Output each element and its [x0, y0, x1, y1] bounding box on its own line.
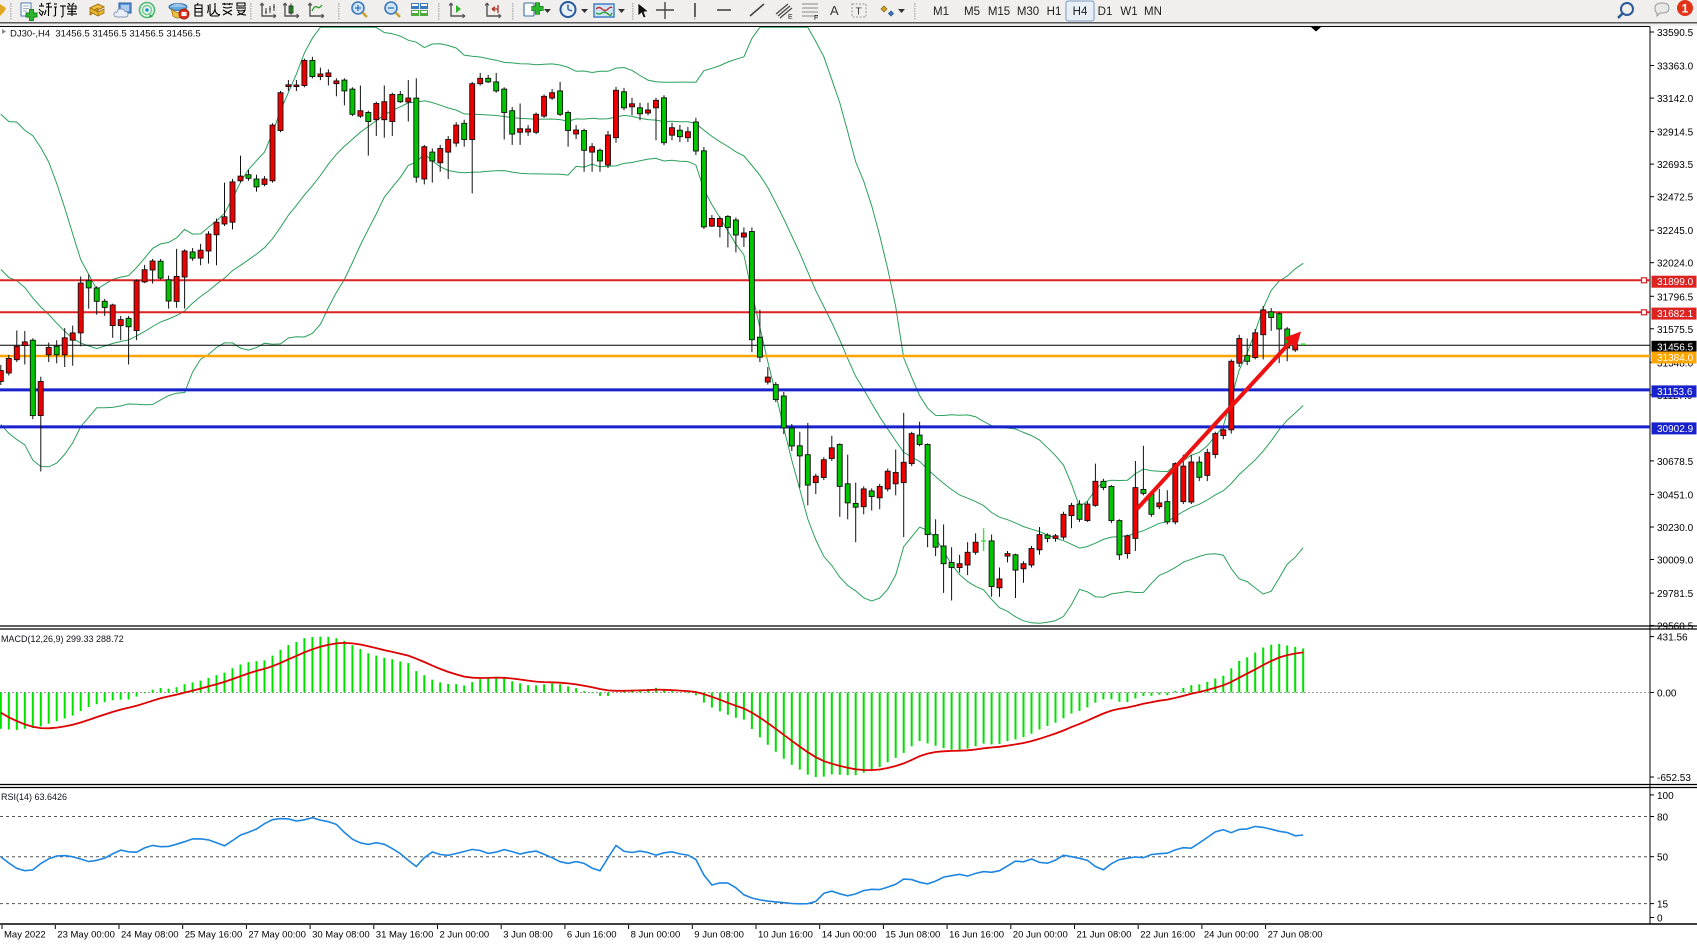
svg-text:MN: MN — [1144, 6, 1162, 18]
svg-text:24 Jun 00:00: 24 Jun 00:00 — [1204, 930, 1259, 941]
svg-text:T: T — [856, 7, 862, 18]
svg-text:33142.0: 33142.0 — [1657, 94, 1694, 105]
svg-text:30678.5: 30678.5 — [1657, 457, 1694, 468]
svg-text:A: A — [830, 3, 839, 18]
svg-text:31899.0: 31899.0 — [1657, 277, 1694, 288]
svg-text:31384.0: 31384.0 — [1657, 353, 1694, 364]
svg-text:431.56: 431.56 — [1657, 633, 1688, 644]
svg-text:9 Jun 08:00: 9 Jun 08:00 — [694, 930, 744, 941]
svg-text:M15: M15 — [988, 6, 1010, 18]
svg-text:DJ30-,H4 31456.5 31456.5 3145: DJ30-,H4 31456.5 31456.5 31456.5 31456.5 — [10, 29, 201, 40]
svg-text:32472.5: 32472.5 — [1657, 193, 1694, 204]
svg-text:31575.5: 31575.5 — [1657, 325, 1694, 336]
svg-text:16 Jun 16:00: 16 Jun 16:00 — [949, 930, 1004, 941]
svg-text:2 Jun 00:00: 2 Jun 00:00 — [440, 930, 490, 941]
svg-text:1: 1 — [1682, 2, 1689, 16]
svg-text:E: E — [788, 14, 793, 21]
svg-text:0.00: 0.00 — [1657, 689, 1677, 700]
svg-text:14 Jun 00:00: 14 Jun 00:00 — [822, 930, 877, 941]
svg-text:29560.5: 29560.5 — [1657, 622, 1694, 633]
svg-text:30230.0: 30230.0 — [1657, 523, 1694, 534]
svg-text:33363.0: 33363.0 — [1657, 62, 1694, 73]
svg-text:33590.5: 33590.5 — [1657, 28, 1694, 39]
svg-text:31348.0: 31348.0 — [1657, 358, 1694, 369]
svg-text:22 Jun 16:00: 22 Jun 16:00 — [1140, 930, 1195, 941]
svg-text:15: 15 — [1657, 900, 1669, 911]
svg-text:23 May 00:00: 23 May 00:00 — [57, 930, 115, 941]
svg-text:30902.9: 30902.9 — [1657, 424, 1694, 435]
svg-text:W1: W1 — [1120, 6, 1137, 18]
svg-text:20 Jun 00:00: 20 Jun 00:00 — [1013, 930, 1068, 941]
svg-text:MACD(12,26,9) 299.33 288.72: MACD(12,26,9) 299.33 288.72 — [1, 634, 124, 644]
svg-text:-652.53: -652.53 — [1657, 773, 1691, 784]
svg-text:10 Jun 16:00: 10 Jun 16:00 — [758, 930, 813, 941]
svg-text:30451.0: 30451.0 — [1657, 490, 1694, 501]
svg-text:31682.1: 31682.1 — [1657, 309, 1694, 320]
svg-text:H4: H4 — [1073, 6, 1088, 18]
svg-text:31796.5: 31796.5 — [1657, 292, 1694, 303]
svg-text:15 Jun 08:00: 15 Jun 08:00 — [885, 930, 940, 941]
svg-text:21 Jun 08:00: 21 Jun 08:00 — [1077, 930, 1132, 941]
svg-text:3 Jun 08:00: 3 Jun 08:00 — [503, 930, 553, 941]
svg-text:F: F — [814, 15, 818, 22]
svg-text:30009.0: 30009.0 — [1657, 556, 1694, 567]
svg-text:RSI(14) 63.6426: RSI(14) 63.6426 — [1, 792, 67, 802]
svg-text:0: 0 — [1657, 914, 1663, 925]
svg-text:31153.6: 31153.6 — [1657, 387, 1693, 398]
svg-text:100: 100 — [1657, 791, 1674, 802]
svg-text:25 May 16:00: 25 May 16:00 — [185, 930, 243, 941]
svg-text:H1: H1 — [1047, 6, 1062, 18]
svg-text:27 May 00:00: 27 May 00:00 — [248, 930, 306, 941]
svg-text:6 Jun 16:00: 6 Jun 16:00 — [567, 930, 617, 941]
svg-text:May 2022: May 2022 — [4, 930, 46, 941]
svg-text:M1: M1 — [933, 6, 949, 18]
svg-text:31 May 16:00: 31 May 16:00 — [376, 930, 434, 941]
svg-text:27 Jun 08:00: 27 Jun 08:00 — [1268, 930, 1323, 941]
svg-text:32024.0: 32024.0 — [1657, 259, 1694, 270]
svg-text:32914.5: 32914.5 — [1657, 128, 1694, 139]
svg-text:31456.5: 31456.5 — [1657, 342, 1694, 353]
svg-text:M30: M30 — [1017, 6, 1039, 18]
svg-text:29781.5: 29781.5 — [1657, 589, 1694, 600]
svg-text:8 Jun 00:00: 8 Jun 00:00 — [631, 930, 681, 941]
svg-text:80: 80 — [1657, 813, 1669, 824]
svg-text:D1: D1 — [1098, 6, 1113, 18]
svg-text:M5: M5 — [964, 6, 980, 18]
svg-text:24 May 08:00: 24 May 08:00 — [121, 930, 179, 941]
svg-text:32245.0: 32245.0 — [1657, 226, 1694, 237]
svg-text:32693.5: 32693.5 — [1657, 160, 1694, 171]
svg-text:30 May 08:00: 30 May 08:00 — [312, 930, 370, 941]
svg-text:50: 50 — [1657, 853, 1669, 864]
